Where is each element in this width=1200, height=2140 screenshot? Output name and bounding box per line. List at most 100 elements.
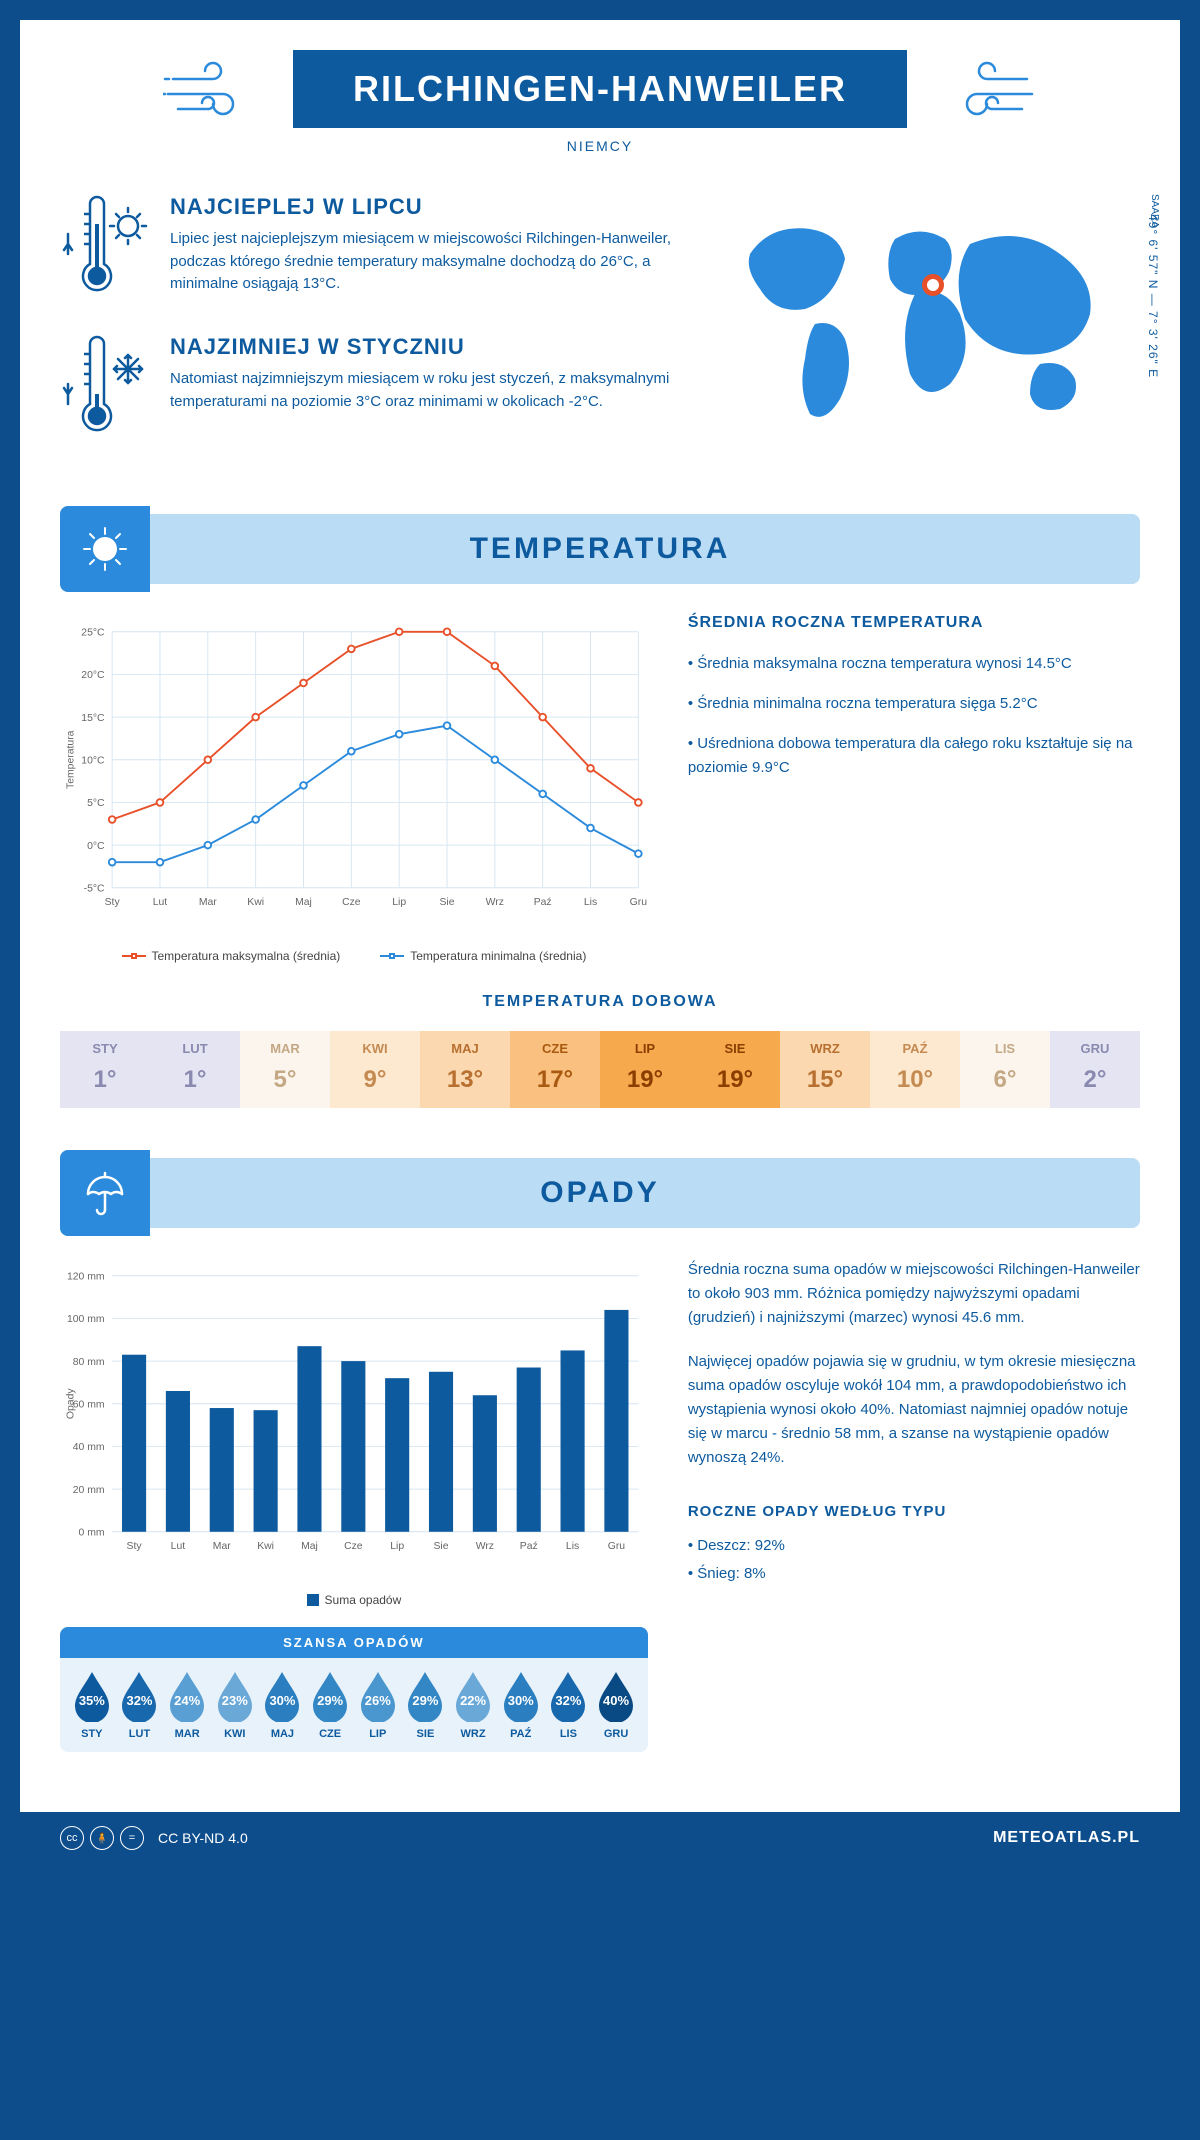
legend-item: Temperatura maksymalna (średnia) [122, 949, 341, 963]
svg-text:-5°C: -5°C [84, 884, 105, 895]
coordinates: 49° 6' 57" N — 7° 3' 26" E [1146, 214, 1160, 378]
wind-icon-left [163, 54, 263, 124]
temp-info-bullet: • Średnia minimalna roczna temperatura s… [688, 692, 1140, 716]
svg-text:Gru: Gru [630, 897, 648, 908]
svg-text:120 mm: 120 mm [67, 1272, 105, 1283]
svg-text:Gru: Gru [608, 1541, 626, 1552]
page-subtitle: NIEMCY [60, 138, 1140, 154]
svg-text:Mar: Mar [213, 1541, 231, 1552]
svg-text:Maj: Maj [295, 897, 312, 908]
svg-text:Wrz: Wrz [476, 1541, 494, 1552]
precip-type-heading: ROCZNE OPADY WEDŁUG TYPU [688, 1500, 1140, 1524]
svg-text:100 mm: 100 mm [67, 1314, 105, 1325]
svg-text:Sie: Sie [439, 897, 454, 908]
header: RILCHINGEN-HANWEILER [60, 50, 1140, 128]
svg-text:Sty: Sty [127, 1541, 143, 1552]
chance-cell: 26% LIP [354, 1670, 402, 1740]
chance-cell: 30% MAJ [259, 1670, 307, 1740]
temperature-heading: TEMPERATURA [60, 532, 1140, 566]
svg-text:Paź: Paź [520, 1541, 538, 1552]
svg-text:Lis: Lis [566, 1541, 579, 1552]
chance-cell: 35% STY [68, 1670, 116, 1740]
daily-temp-table: STY1°LUT1°MAR5°KWI9°MAJ13°CZE17°LIP19°SI… [60, 1031, 1140, 1108]
chance-title: SZANSA OPADÓW [60, 1627, 648, 1658]
daily-temp-cell: STY1° [60, 1031, 150, 1108]
chance-cell: 23% KWI [211, 1670, 259, 1740]
svg-text:60 mm: 60 mm [73, 1400, 105, 1411]
svg-text:0 mm: 0 mm [79, 1528, 105, 1539]
daily-temp-cell: LUT1° [150, 1031, 240, 1108]
footer: cc 🧍 = CC BY-ND 4.0 METEOATLAS.PL [20, 1812, 1180, 1850]
page-title: RILCHINGEN-HANWEILER [293, 50, 907, 128]
svg-text:40 mm: 40 mm [73, 1442, 105, 1453]
svg-text:Kwi: Kwi [247, 897, 264, 908]
cold-heading: NAJZIMNIEJ W STYCZNIU [170, 334, 680, 360]
thermometer-cold-icon [60, 334, 150, 444]
bar-legend: Suma opadów [307, 1593, 402, 1607]
svg-text:15°C: 15°C [81, 713, 105, 724]
hot-body: Lipiec jest najcieplejszym miesiącem w m… [170, 228, 680, 296]
by-icon: 🧍 [90, 1826, 114, 1850]
precip-banner: OPADY [60, 1158, 1140, 1228]
hottest-month-block: NAJCIEPLEJ W LIPCU Lipiec jest najcieple… [60, 194, 680, 304]
chance-cell: 30% PAŹ [497, 1670, 545, 1740]
daily-temp-cell: WRZ15° [780, 1031, 870, 1108]
license: cc 🧍 = CC BY-ND 4.0 [60, 1826, 248, 1850]
temperature-line-chart: -5°C0°C5°C10°C15°C20°C25°CStyLutMarKwiMa… [60, 614, 648, 963]
svg-text:20°C: 20°C [81, 670, 105, 681]
daily-temp-cell: GRU2° [1050, 1031, 1140, 1108]
svg-text:0°C: 0°C [87, 841, 105, 852]
thermometer-hot-icon [60, 194, 150, 304]
chance-cell: 29% CZE [306, 1670, 354, 1740]
precip-type-item: • Śnieg: 8% [688, 1562, 1140, 1586]
brand: METEOATLAS.PL [993, 1829, 1140, 1847]
temperature-banner: TEMPERATURA [60, 514, 1140, 584]
svg-text:10°C: 10°C [81, 756, 105, 767]
location-marker [922, 274, 944, 296]
svg-text:Paź: Paź [534, 897, 552, 908]
license-text: CC BY-ND 4.0 [158, 1830, 248, 1846]
daily-temp-title: TEMPERATURA DOBOWA [60, 993, 1140, 1011]
svg-text:80 mm: 80 mm [73, 1357, 105, 1368]
precip-heading: OPADY [60, 1176, 1140, 1210]
svg-text:Cze: Cze [344, 1541, 363, 1552]
chance-cell: 29% SIE [402, 1670, 450, 1740]
coldest-month-block: NAJZIMNIEJ W STYCZNIU Natomiast najzimni… [60, 334, 680, 444]
hot-heading: NAJCIEPLEJ W LIPCU [170, 194, 680, 220]
svg-text:Lip: Lip [392, 897, 406, 908]
svg-text:Sie: Sie [433, 1541, 448, 1552]
world-map: SAARA 49° 6' 57" N — 7° 3' 26" E [720, 194, 1140, 444]
precip-type-item: • Deszcz: 92% [688, 1534, 1140, 1558]
umbrella-icon [80, 1168, 130, 1218]
nd-icon: = [120, 1826, 144, 1850]
svg-text:Mar: Mar [199, 897, 217, 908]
svg-text:Temperatura: Temperatura [65, 730, 76, 789]
svg-text:Lut: Lut [171, 1541, 186, 1552]
svg-text:Wrz: Wrz [486, 897, 504, 908]
svg-text:5°C: 5°C [87, 798, 105, 809]
svg-text:Kwi: Kwi [257, 1541, 274, 1552]
precip-info: Średnia roczna suma opadów w miejscowośc… [688, 1258, 1140, 1752]
daily-temp-cell: MAJ13° [420, 1031, 510, 1108]
daily-temp-cell: SIE19° [690, 1031, 780, 1108]
cc-icon: cc [60, 1826, 84, 1850]
legend-item: Temperatura minimalna (średnia) [380, 949, 586, 963]
precip-bar-chart: 0 mm 20 mm 40 mm 60 mm 80 mm 100 mm 120 mm Opad… [60, 1258, 648, 1752]
svg-text:Opady: Opady [65, 1388, 76, 1419]
svg-text:Lis: Lis [584, 897, 597, 908]
svg-text:20 mm: 20 mm [73, 1485, 105, 1496]
chance-cell: 32% LIS [545, 1670, 593, 1740]
daily-temp-cell: PAŹ10° [870, 1031, 960, 1108]
daily-temp-cell: LIS6° [960, 1031, 1050, 1108]
svg-text:25°C: 25°C [81, 628, 105, 639]
svg-text:Sty: Sty [105, 897, 121, 908]
wind-icon-right [937, 54, 1037, 124]
temperature-info: ŚREDNIA ROCZNA TEMPERATURA • Średnia mak… [688, 614, 1140, 963]
chance-cell: 22% WRZ [449, 1670, 497, 1740]
sun-icon [80, 524, 130, 574]
svg-text:Cze: Cze [342, 897, 361, 908]
svg-text:Maj: Maj [301, 1541, 318, 1552]
chance-cell: 40% GRU [592, 1670, 640, 1740]
precip-p2: Najwięcej opadów pojawia się w grudniu, … [688, 1350, 1140, 1470]
daily-temp-cell: LIP19° [600, 1031, 690, 1108]
